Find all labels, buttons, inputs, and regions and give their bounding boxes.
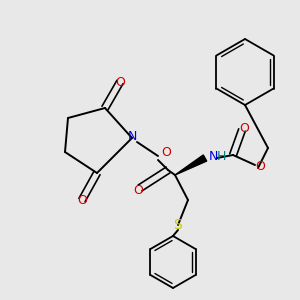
Text: O: O (133, 184, 143, 196)
Text: N: N (127, 130, 137, 142)
Text: O: O (255, 160, 265, 173)
Text: O: O (77, 194, 87, 206)
Text: S: S (174, 218, 182, 232)
Text: O: O (115, 76, 125, 88)
Text: N: N (208, 149, 218, 163)
Polygon shape (175, 155, 207, 175)
Text: H: H (216, 149, 226, 163)
Text: O: O (239, 122, 249, 134)
Text: O: O (161, 146, 171, 160)
